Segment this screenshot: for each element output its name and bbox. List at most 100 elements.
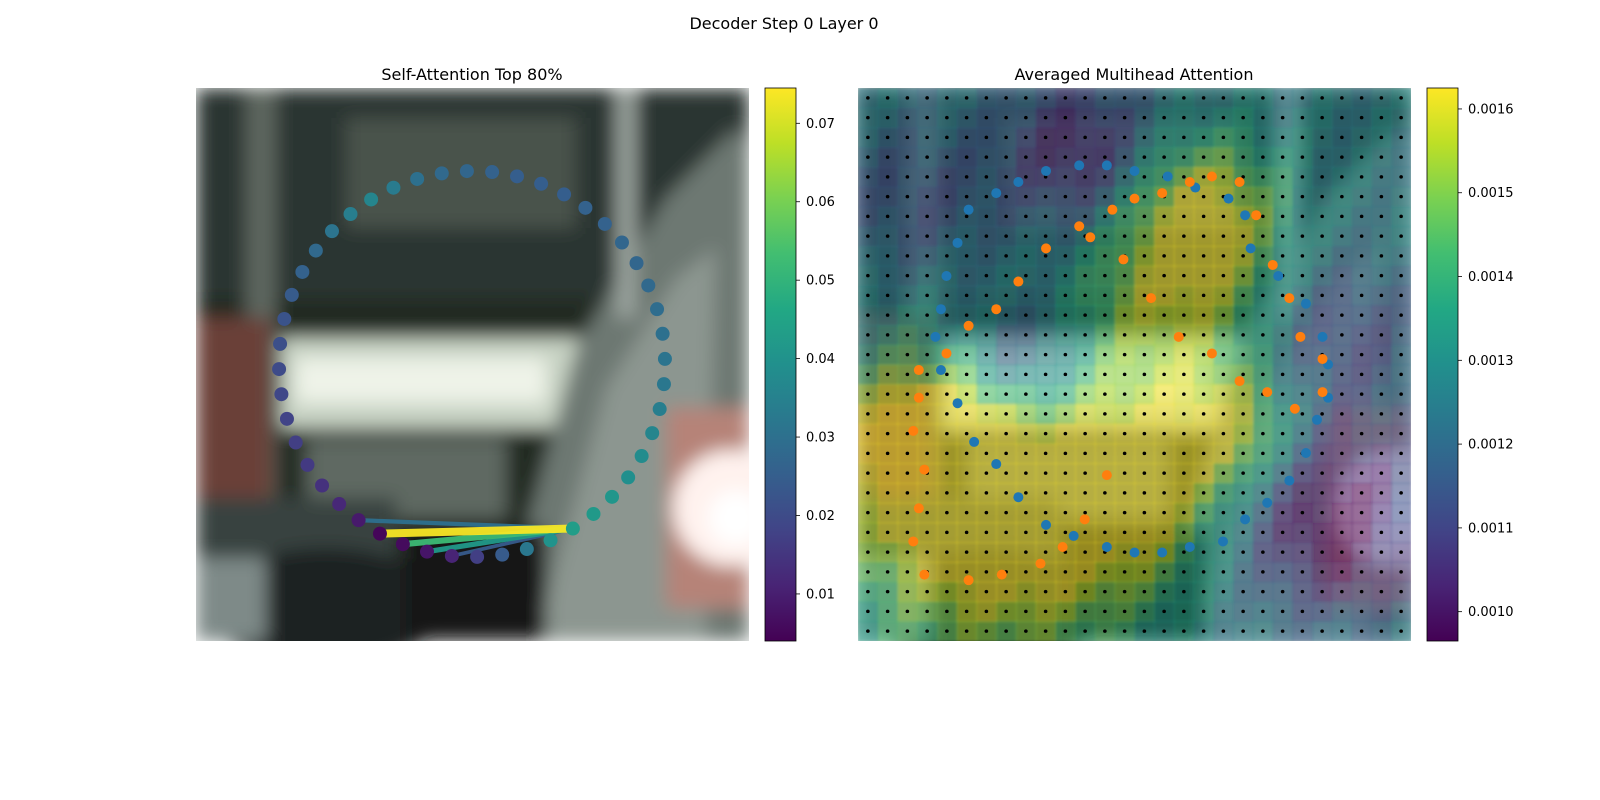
grid-dot [1004,194,1008,199]
grid-dot [1359,96,1364,100]
grid-dot [1024,135,1028,140]
grid-dot [1142,273,1147,278]
contour-point [510,169,525,184]
grid-dot [1300,629,1305,633]
contour-point [364,192,379,207]
grid-dot [1182,254,1186,258]
grid-dot [1004,372,1008,377]
grid-dot [1162,214,1166,219]
grid-dot [1024,214,1028,219]
grid-dot [1063,194,1068,199]
grid-dot [1241,510,1245,515]
predicted-point [908,425,919,436]
grid-dot [1399,333,1403,337]
grid-dot [1122,194,1127,199]
predicted-point [1284,293,1295,304]
grid-dot [1201,96,1206,100]
grid-dot [1261,412,1265,416]
grid-dot [1162,115,1166,120]
colorbar-tick-label: 0.0014 [1468,270,1514,285]
contour-point [277,311,292,326]
grid-dot [964,115,969,120]
grid-dot [1280,214,1285,219]
grid-dot [1024,570,1028,574]
grid-dot [984,234,989,238]
grid-dot [1359,392,1364,396]
grid-dot [1359,155,1364,159]
predicted-point [1118,254,1129,265]
grid-dot [1201,234,1206,238]
grid-dot [866,530,870,535]
grid-dot [925,550,929,554]
grid-dot [1300,293,1305,298]
grid-dot [1201,333,1206,337]
reference-point [941,271,952,282]
grid-dot [1280,392,1285,396]
grid-dot [1359,530,1364,535]
grid-dot [1004,392,1008,396]
grid-dot [984,550,989,554]
grid-dot [866,254,870,258]
grid-dot [1261,471,1265,475]
grid-dot [1221,214,1226,219]
grid-dot [1182,234,1186,238]
grid-dot [964,254,969,258]
grid-dot [1004,115,1008,120]
grid-dot [866,412,870,416]
grid-dot [945,431,949,436]
grid-dot [945,115,949,120]
reference-point [963,204,974,215]
grid-dot [1340,273,1344,278]
grid-dot [1043,609,1048,614]
grid-dot [1201,550,1206,554]
grid-dot [1024,589,1028,594]
predicted-point [991,304,1002,315]
grid-dot [885,392,890,396]
grid-dot [1379,313,1384,317]
grid-dot [984,214,989,219]
grid-dot [1261,491,1265,495]
reference-point [1074,160,1085,171]
grid-dot [1261,550,1265,554]
grid-dot [866,570,870,574]
grid-dot [866,115,870,120]
grid-dot [866,471,870,475]
grid-dot [1162,392,1166,396]
predicted-point [1206,171,1217,182]
grid-dot [1063,372,1068,377]
grid-dot [925,510,929,515]
predicted-point [919,569,930,580]
grid-dot [885,155,890,159]
grid-dot [1182,392,1186,396]
grid-dot [1162,491,1166,495]
grid-dot [1103,352,1107,357]
contour-point [578,200,593,215]
grid-dot [1340,431,1344,436]
grid-dot [1024,273,1028,278]
grid-dot [1241,530,1245,535]
grid-dot [925,392,929,396]
grid-dot [964,273,969,278]
grid-dot [1399,293,1403,298]
grid-dot [1320,273,1324,278]
contour-point [557,187,572,202]
reference-point [1101,541,1112,552]
grid-dot [1379,412,1384,416]
reference-point [952,398,963,409]
grid-dot [1142,491,1147,495]
colorbar-tick-label: 0.0015 [1468,186,1514,201]
grid-dot [885,550,890,554]
grid-dot [1063,412,1068,416]
grid-dot [1280,175,1285,179]
predicted-point [908,536,919,547]
grid-dot [1300,155,1305,159]
grid-dot [905,392,910,396]
grid-dot [1024,372,1028,377]
predicted-point [1057,541,1068,552]
grid-dot [905,491,910,495]
grid-dot [885,491,890,495]
grid-dot [984,471,989,475]
grid-dot [1004,589,1008,594]
grid-dot [984,629,989,633]
grid-dot [984,313,989,317]
